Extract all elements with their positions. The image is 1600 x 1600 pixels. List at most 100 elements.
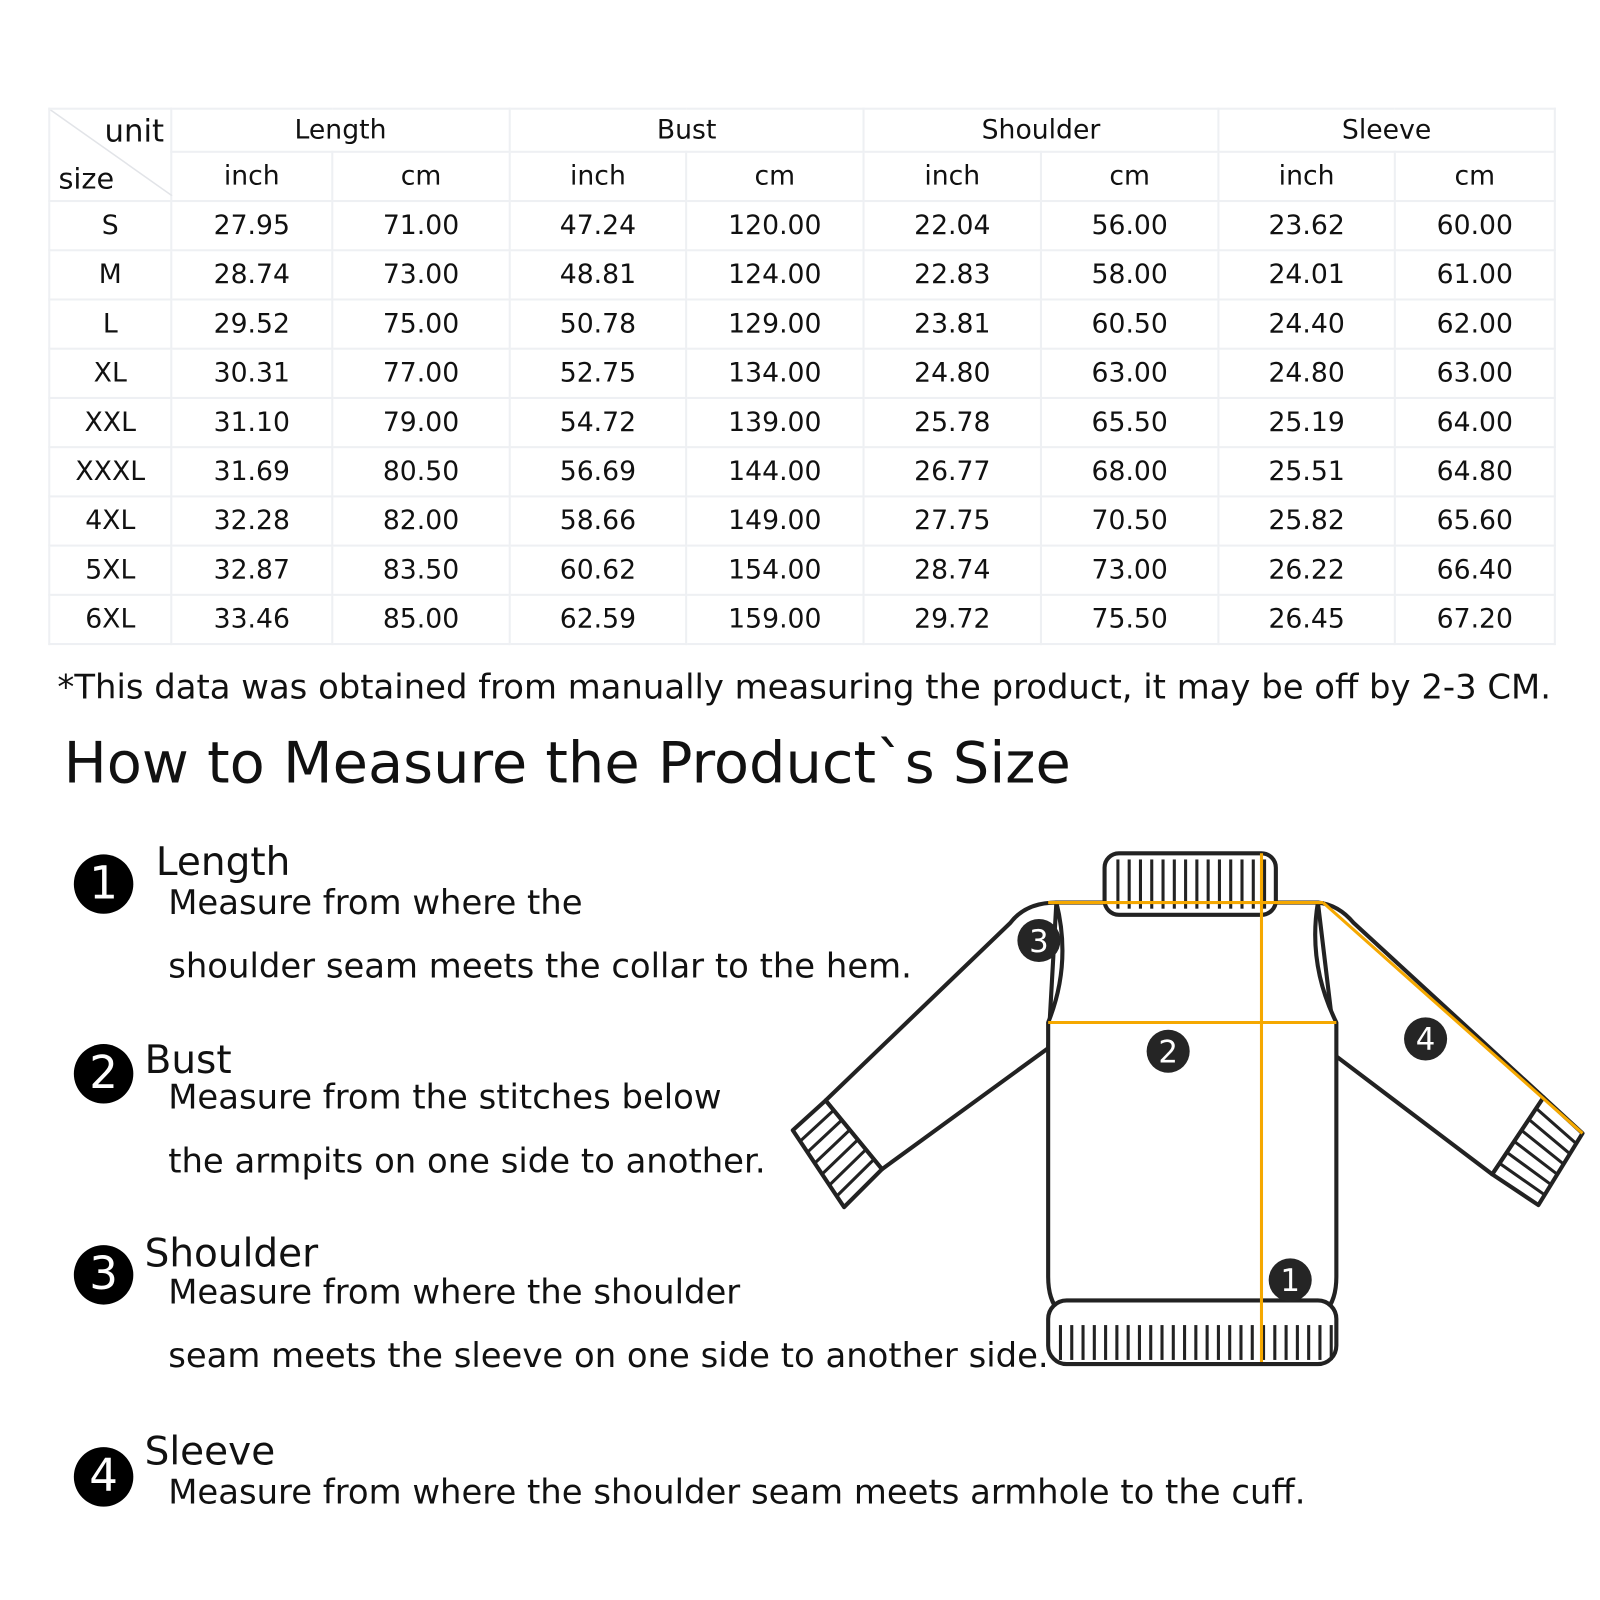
value-cell: 63.00 bbox=[1393, 347, 1556, 399]
value-cell: 139.00 bbox=[685, 396, 865, 449]
value-cell: 28.74 bbox=[862, 544, 1043, 596]
value-cell: 61.00 bbox=[1393, 249, 1556, 301]
diagram-marker-label: 1 bbox=[1280, 1263, 1300, 1299]
table-row: M 28.74 73.00 48.81 124.00 22.83 58.00 24.01 61.… bbox=[48, 249, 1556, 301]
measure-lines bbox=[1048, 853, 1584, 1362]
step-heading: Shoulder bbox=[144, 1230, 319, 1276]
measurement-note: *This data was obtained from manually me… bbox=[57, 666, 1551, 707]
diagram-marker-label: 3 bbox=[1029, 924, 1049, 960]
corner-header: unit size bbox=[48, 107, 173, 203]
unit-header: cm bbox=[331, 150, 511, 203]
value-cell: 79.00 bbox=[331, 396, 511, 449]
value-cell: 24.01 bbox=[1217, 249, 1396, 301]
value-cell: 24.40 bbox=[1217, 298, 1396, 350]
rib-line bbox=[799, 1109, 835, 1143]
value-cell: 56.69 bbox=[508, 446, 688, 498]
value-cell: 144.00 bbox=[685, 446, 865, 498]
value-cell: 75.00 bbox=[331, 298, 511, 350]
unit-header: inch bbox=[1217, 150, 1396, 203]
step-description: Measure from where the bbox=[168, 882, 583, 923]
diagram-marker bbox=[1404, 1017, 1448, 1061]
unit-header: inch bbox=[170, 150, 334, 203]
size-cell: M bbox=[48, 249, 173, 301]
value-cell: 71.00 bbox=[331, 199, 511, 252]
value-cell: 73.00 bbox=[1039, 544, 1220, 596]
table-row: S 27.95 71.00 47.24 120.00 22.04 56.00 23.62 60.… bbox=[48, 199, 1556, 252]
value-cell: 22.04 bbox=[862, 199, 1043, 252]
value-cell: 24.80 bbox=[1217, 347, 1396, 399]
size-label: size bbox=[58, 162, 115, 196]
value-cell: 32.28 bbox=[170, 495, 334, 547]
value-cell: 62.00 bbox=[1393, 298, 1556, 350]
value-cell: 64.00 bbox=[1393, 396, 1556, 449]
size-cell: XXXL bbox=[48, 446, 173, 498]
value-cell: 22.83 bbox=[862, 249, 1043, 301]
table-row: XXXL 31.69 80.50 56.69 144.00 26.77 68.00 25.51… bbox=[48, 446, 1556, 498]
step-description: shoulder seam meets the collar to the he… bbox=[168, 945, 912, 986]
value-cell: 29.72 bbox=[862, 593, 1043, 646]
group-header-bust: Bust bbox=[508, 107, 865, 153]
step-heading: Length bbox=[155, 838, 291, 885]
value-cell: 25.51 bbox=[1217, 446, 1396, 498]
value-cell: 73.00 bbox=[331, 249, 511, 301]
step-number-badge: 1 bbox=[73, 854, 134, 914]
page-title: How to Measure the Product`s Size bbox=[63, 730, 1071, 797]
step-description: Measure from where the shoulder seam mee… bbox=[168, 1471, 1306, 1512]
rib-line bbox=[821, 1138, 859, 1176]
rib-line bbox=[1513, 1140, 1559, 1176]
value-cell: 31.10 bbox=[170, 396, 334, 449]
value-cell: 75.50 bbox=[1039, 593, 1220, 646]
value-cell: 129.00 bbox=[685, 298, 865, 350]
value-cell: 80.50 bbox=[331, 446, 511, 498]
value-cell: 32.87 bbox=[170, 544, 334, 596]
table-row: 5XL 32.87 83.50 60.62 154.00 28.74 73.00 26.22 6… bbox=[48, 544, 1556, 596]
unit-header: inch bbox=[508, 150, 688, 203]
value-cell: 134.00 bbox=[685, 347, 865, 399]
value-cell: 65.50 bbox=[1039, 396, 1220, 449]
size-cell: L bbox=[48, 298, 173, 350]
value-cell: 30.31 bbox=[170, 347, 334, 399]
hem bbox=[1046, 1298, 1339, 1367]
rib-line bbox=[813, 1128, 851, 1165]
size-cell: 4XL bbox=[48, 495, 173, 547]
value-cell: 58.66 bbox=[508, 495, 688, 547]
value-cell: 66.40 bbox=[1393, 544, 1556, 596]
unit-header: cm bbox=[1393, 150, 1556, 203]
sleeve-line bbox=[1322, 901, 1584, 1135]
rib-line bbox=[806, 1118, 843, 1154]
value-cell: 60.62 bbox=[508, 544, 688, 596]
table-row: L 29.52 75.00 50.78 129.00 23.81 60.50 24.40 62.… bbox=[48, 298, 1556, 350]
value-cell: 56.00 bbox=[1039, 199, 1220, 252]
value-cell: 50.78 bbox=[508, 298, 688, 350]
step-description: the armpits on one side to another. bbox=[168, 1140, 766, 1181]
value-cell: 23.81 bbox=[862, 298, 1043, 350]
size-cell: 6XL bbox=[48, 593, 173, 646]
size-cell: XL bbox=[48, 347, 173, 399]
table-row: XXL 31.10 79.00 54.72 139.00 25.78 65.50 25.19 6… bbox=[48, 396, 1556, 449]
value-cell: 26.45 bbox=[1217, 593, 1396, 646]
value-cell: 25.19 bbox=[1217, 396, 1396, 449]
rib-line bbox=[1520, 1129, 1565, 1166]
group-header-sleeve: Sleeve bbox=[1217, 107, 1556, 153]
value-cell: 23.62 bbox=[1217, 199, 1396, 252]
value-cell: 64.80 bbox=[1393, 446, 1556, 498]
size-cell: 5XL bbox=[48, 544, 173, 596]
value-cell: 77.00 bbox=[331, 347, 511, 399]
value-cell: 70.50 bbox=[1039, 495, 1220, 547]
rib-line bbox=[1527, 1118, 1571, 1155]
unit-header: cm bbox=[1039, 150, 1220, 203]
step-heading: Bust bbox=[144, 1036, 232, 1083]
value-cell: 58.00 bbox=[1039, 249, 1220, 301]
rib-line bbox=[835, 1158, 876, 1198]
value-cell: 25.78 bbox=[862, 396, 1043, 449]
step-number-badge: 2 bbox=[73, 1044, 134, 1104]
value-cell: 47.24 bbox=[508, 199, 688, 252]
diagram-marker bbox=[1017, 918, 1061, 963]
diagram-marker bbox=[1268, 1258, 1312, 1302]
value-cell: 28.74 bbox=[170, 249, 334, 301]
step-description: seam meets the sleeve on one side to ano… bbox=[168, 1335, 1049, 1376]
value-cell: 120.00 bbox=[685, 199, 865, 252]
unit-header: cm bbox=[685, 150, 865, 203]
diagram-marker bbox=[1146, 1029, 1190, 1073]
